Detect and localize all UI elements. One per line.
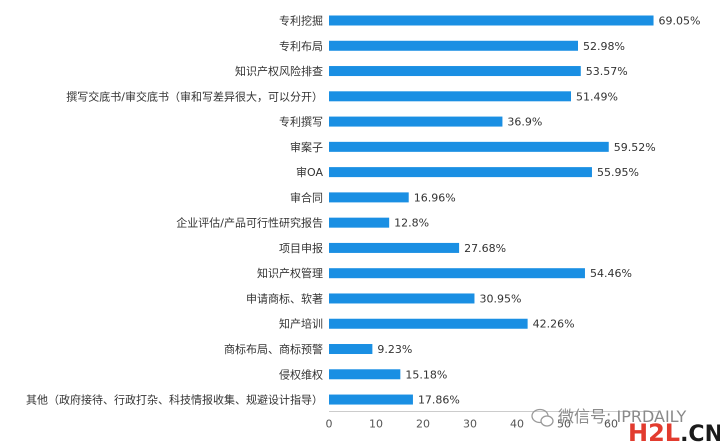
category-label: 项目申报 — [279, 241, 323, 255]
x-tick-label: 50 — [557, 418, 571, 431]
bar — [329, 141, 609, 152]
value-label: 55.95% — [597, 166, 639, 179]
value-label: 17.86% — [418, 394, 460, 407]
category-label: 撰写交底书/审交底书（审和写差异很大，可以分开） — [66, 89, 323, 103]
category-label: 审合同 — [290, 190, 323, 204]
category-label: 知产培训 — [279, 317, 323, 331]
value-labels: 69.05% 52.98% 53.57% 51.49% 36.9% 59.52% 55.95… — [377, 15, 700, 407]
bar — [329, 91, 572, 102]
category-label: 其他（政府接待、行政打杂、科技情报收集、规避设计指导） — [26, 393, 323, 407]
value-label: 42.26% — [533, 318, 575, 331]
category-label: 审OA — [296, 165, 323, 179]
value-label: 15.18% — [405, 368, 447, 381]
x-tick-label: 60 — [604, 418, 618, 431]
category-label: 专利挖掘 — [279, 14, 323, 28]
bar — [329, 344, 373, 355]
site-logo: H2L.CN — [628, 419, 720, 447]
value-label: 51.49% — [576, 90, 618, 103]
site-logo-main: H2L — [628, 419, 680, 447]
bar — [329, 268, 585, 279]
bar — [329, 15, 654, 26]
value-label: 52.98% — [583, 40, 625, 53]
x-tick-label: 40 — [510, 418, 524, 431]
category-label: 企业评估/产品可行性研究报告 — [176, 216, 323, 230]
value-label: 16.96% — [414, 191, 456, 204]
x-tick-label: 20 — [416, 418, 430, 431]
value-label: 12.8% — [394, 217, 429, 230]
value-label: 36.9% — [507, 116, 542, 129]
bar — [329, 66, 581, 77]
watermark: 微信号: IPRDAILY H2L.CN — [531, 407, 720, 447]
bar — [329, 192, 409, 203]
category-label: 专利撰写 — [279, 115, 323, 129]
value-label: 53.57% — [586, 65, 628, 78]
bar — [329, 318, 528, 329]
bar — [329, 394, 413, 405]
value-label: 54.46% — [590, 267, 632, 280]
x-tick-label: 10 — [369, 418, 383, 431]
x-tick-label: 0 — [326, 418, 333, 431]
wechat-id-text: 微信号: IPRDAILY — [558, 407, 686, 426]
x-axis-ticks: 0 10 20 30 40 50 60 — [326, 418, 619, 431]
category-label: 知识产权管理 — [257, 266, 323, 280]
value-label: 27.68% — [464, 242, 506, 255]
category-label: 侵权维权 — [279, 368, 323, 381]
bar — [329, 167, 592, 178]
bar — [329, 217, 390, 228]
bar — [329, 40, 579, 51]
category-label: 申请商标、软著 — [246, 291, 323, 305]
bar — [329, 116, 503, 127]
value-label: 30.95% — [479, 292, 521, 305]
category-label: 知识产权风险排查 — [235, 64, 323, 78]
x-tick-label: 30 — [463, 418, 477, 431]
bar — [329, 293, 475, 304]
category-label: 商标布局、商标预警 — [224, 342, 323, 356]
value-label: 59.52% — [614, 141, 656, 154]
category-label: 审案子 — [290, 140, 323, 154]
wechat-icon — [531, 408, 554, 427]
value-label: 69.05% — [659, 15, 701, 28]
site-logo-suffix: .CN — [680, 422, 720, 447]
bar — [329, 369, 401, 380]
bars-layer — [329, 15, 654, 405]
category-labels: 专利挖掘专利布局知识产权风险排查撰写交底书/审交底书（审和写差异很大，可以分开）… — [26, 14, 323, 407]
bar — [329, 242, 460, 253]
category-label: 专利布局 — [279, 39, 323, 53]
value-label: 9.23% — [377, 343, 412, 356]
